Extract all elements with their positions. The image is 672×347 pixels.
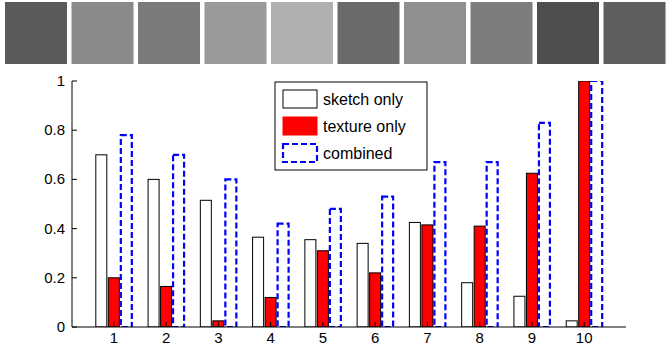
bar [305,240,316,327]
legend-label: sketch only [323,91,403,108]
thumbnail [537,2,599,64]
thumbnail [271,2,333,64]
y-axis [72,81,73,327]
bar [330,209,341,327]
x-tick [375,322,376,327]
x-tick-label: 8 [475,329,483,346]
thumbnail [72,2,134,64]
bar [434,162,445,327]
x-tick [166,322,167,327]
thumbnail [205,2,267,64]
bar [487,162,498,327]
bar [121,135,132,327]
bar [462,283,473,327]
x-tick-label: 9 [528,329,536,346]
bar [148,179,159,327]
bar [409,222,420,327]
bar [161,286,172,327]
bar [213,321,224,327]
thumbnail [404,2,466,64]
bar [278,224,289,327]
y-tick-label: 0.8 [44,121,65,138]
legend-swatch [283,90,317,108]
y-tick [72,130,77,131]
thumbnail [604,2,666,64]
x-tick-label: 6 [371,329,379,346]
legend-box [275,82,427,170]
bar [265,297,276,327]
y-tick-label: 1 [57,72,65,89]
x-tick [113,322,114,327]
bar [539,123,550,327]
x-tick-label: 2 [162,329,170,346]
x-tick [584,322,585,327]
legend-swatch [283,144,317,162]
x-tick [270,322,271,327]
bar [225,179,236,327]
chart: 0 0.2 0.4 0.6 0.8 1 1 2 3 4 5 6 7 8 9 10 sketch only text… [0,0,672,347]
legend-label: texture only [323,118,406,135]
x-tick-label: 7 [423,329,431,346]
bar [253,237,264,327]
x-tick [218,322,219,327]
x-tick [531,322,532,327]
bar [317,251,328,327]
x-tick [427,322,428,327]
y-tick [72,327,77,328]
x-tick [479,322,480,327]
legend-label: combined [323,145,392,162]
legend: sketch only texture only combined [275,82,427,170]
bar [370,273,381,327]
y-tick-label: 0 [57,318,65,335]
bar [357,243,368,327]
bar [96,155,107,327]
x-tick-label: 5 [319,329,327,346]
bar [526,173,537,327]
y-tick [72,81,77,82]
x-tick-label: 1 [110,329,118,346]
thumbnail [471,2,533,64]
y-tick-label: 0.6 [44,170,65,187]
x-tick-label: 10 [576,329,593,346]
x-axis [72,327,626,328]
bars [96,81,602,327]
legend-swatch [283,117,317,135]
bar [200,200,211,327]
x-tick-label: 4 [266,329,274,346]
x-tick-label: 3 [214,329,222,346]
y-tick [72,228,77,229]
bar [108,278,119,327]
bar [422,225,433,327]
bar [474,226,485,327]
bar [173,155,184,327]
bar [579,81,590,327]
bar [382,197,393,327]
x-tick [322,322,323,327]
thumbnail [5,2,67,64]
y-tick [72,179,77,180]
y-tick-label: 0.2 [44,269,65,286]
bar [566,321,577,327]
bar [514,296,525,327]
thumbnail [338,2,400,64]
y-tick-label: 0.4 [44,220,65,237]
y-tick [72,277,77,278]
bar [591,81,602,327]
thumbnail [138,2,200,64]
